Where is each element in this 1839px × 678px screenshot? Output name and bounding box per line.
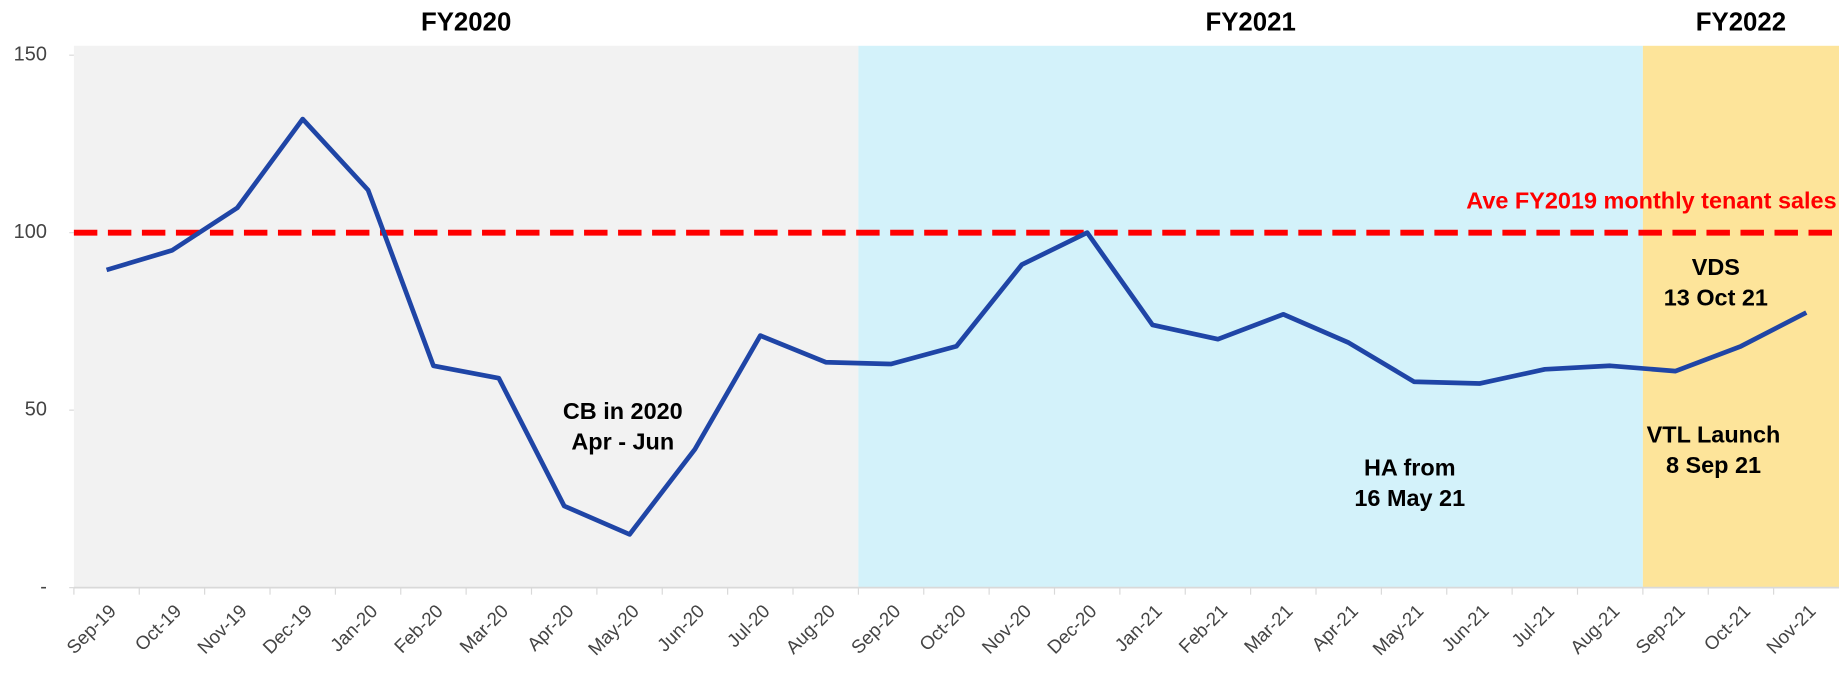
series-line [105, 116, 1808, 537]
annotation: VTL Launch [1647, 422, 1781, 448]
y-tick-label: 100 [14, 221, 47, 243]
x-tick-label: May-20 [584, 600, 643, 659]
x-tick-label: May-21 [1368, 600, 1427, 659]
annotation: 13 Oct 21 [1664, 284, 1768, 310]
x-tick-label: Nov-20 [978, 600, 1036, 658]
x-tick-label: Sep-19 [62, 600, 120, 658]
annotation: 8 Sep 21 [1666, 452, 1761, 478]
annotation: Apr - Jun [571, 429, 674, 455]
x-tick-label: Oct-19 [131, 600, 186, 655]
x-tick-label: Oct-20 [915, 600, 970, 655]
region-label: FY2022 [1696, 8, 1786, 36]
x-tick-label: Dec-20 [1043, 600, 1101, 658]
annotation: 16 May 21 [1354, 485, 1465, 511]
x-tick-label: Nov-21 [1762, 600, 1820, 658]
region [73, 45, 859, 588]
x-tick-label: Jun-20 [653, 600, 708, 655]
x-tick-label: Aug-21 [1566, 600, 1624, 658]
annotation: VDS [1692, 254, 1740, 280]
annotation: CB in 2020 [563, 398, 683, 424]
x-tick-label: Apr-20 [523, 600, 578, 655]
x-tick-label: Feb-20 [390, 600, 447, 657]
region [1642, 45, 1839, 588]
y-tick-label: 150 [14, 43, 47, 65]
y-tick-label: 50 [25, 398, 47, 420]
region-label: FY2020 [421, 8, 511, 36]
x-tick-label: Jan-20 [326, 600, 381, 655]
x-tick-label: Jul-20 [723, 600, 774, 651]
x-tick-label: Mar-20 [455, 600, 512, 657]
x-tick-label: Apr-21 [1307, 600, 1362, 655]
x-tick-label: Feb-21 [1174, 600, 1231, 657]
x-tick-label: Mar-21 [1240, 600, 1297, 657]
x-tick-label: Aug-20 [781, 600, 839, 658]
x-tick-label: Oct-21 [1700, 600, 1755, 655]
y-tick-label: - [40, 576, 47, 598]
region [858, 45, 1643, 588]
annotation: HA from [1364, 454, 1456, 480]
x-tick-label: Jul-21 [1507, 600, 1558, 651]
x-tick-label: Jun-21 [1437, 600, 1492, 655]
x-tick-label: Sep-21 [1631, 600, 1689, 658]
regions [73, 45, 1839, 589]
x-tick-label: Sep-20 [847, 600, 905, 658]
reference-label: Ave FY2019 monthly tenant sales [1466, 187, 1836, 213]
x-tick-label: Nov-19 [193, 600, 251, 658]
region-label: FY2021 [1205, 8, 1295, 36]
x-tick-label: Jan-21 [1111, 600, 1166, 655]
x-tick-label: Dec-19 [258, 600, 316, 658]
